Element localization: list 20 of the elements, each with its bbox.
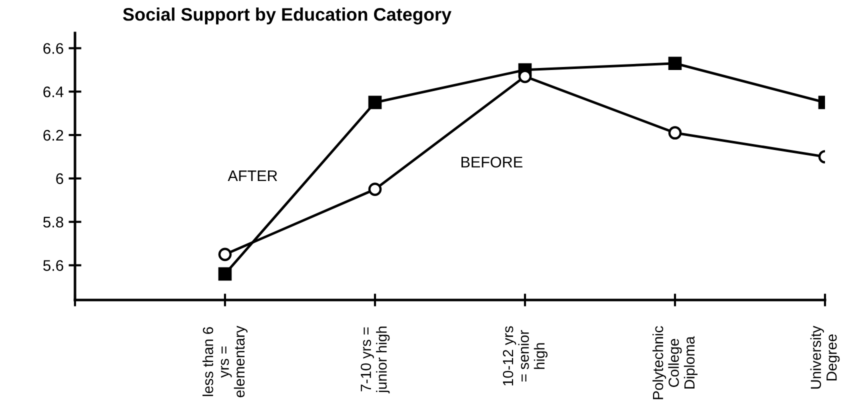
x-tick-label: 7-10 yrs = junior high — [360, 326, 390, 394]
point — [218, 267, 232, 281]
y-tick-label: 6 — [56, 173, 64, 184]
y-tick-label: 6.4 — [43, 86, 64, 98]
series-label: BEFORE — [462, 156, 522, 168]
series-label: AFTER — [228, 170, 278, 182]
point — [668, 126, 682, 140]
point — [668, 56, 682, 70]
point — [368, 182, 382, 196]
y-tick-label: 5.6 — [43, 260, 64, 271]
x-tick-label: University Degree — [810, 326, 840, 389]
x-tick-label: less than 6 yrs = elementary — [202, 326, 248, 398]
x-tick-label: Polytechnic College Diploma — [652, 326, 698, 400]
point — [218, 248, 232, 262]
point — [368, 96, 382, 110]
y-tick-label: 5.8 — [43, 216, 64, 228]
chart-title: Social Support by Education Category — [123, 8, 452, 24]
y-tick-label: 6.6 — [43, 43, 64, 54]
x-tick-label: 10-12 yrs = senior high — [502, 326, 548, 386]
y-tick-label: 6.2 — [43, 130, 64, 141]
